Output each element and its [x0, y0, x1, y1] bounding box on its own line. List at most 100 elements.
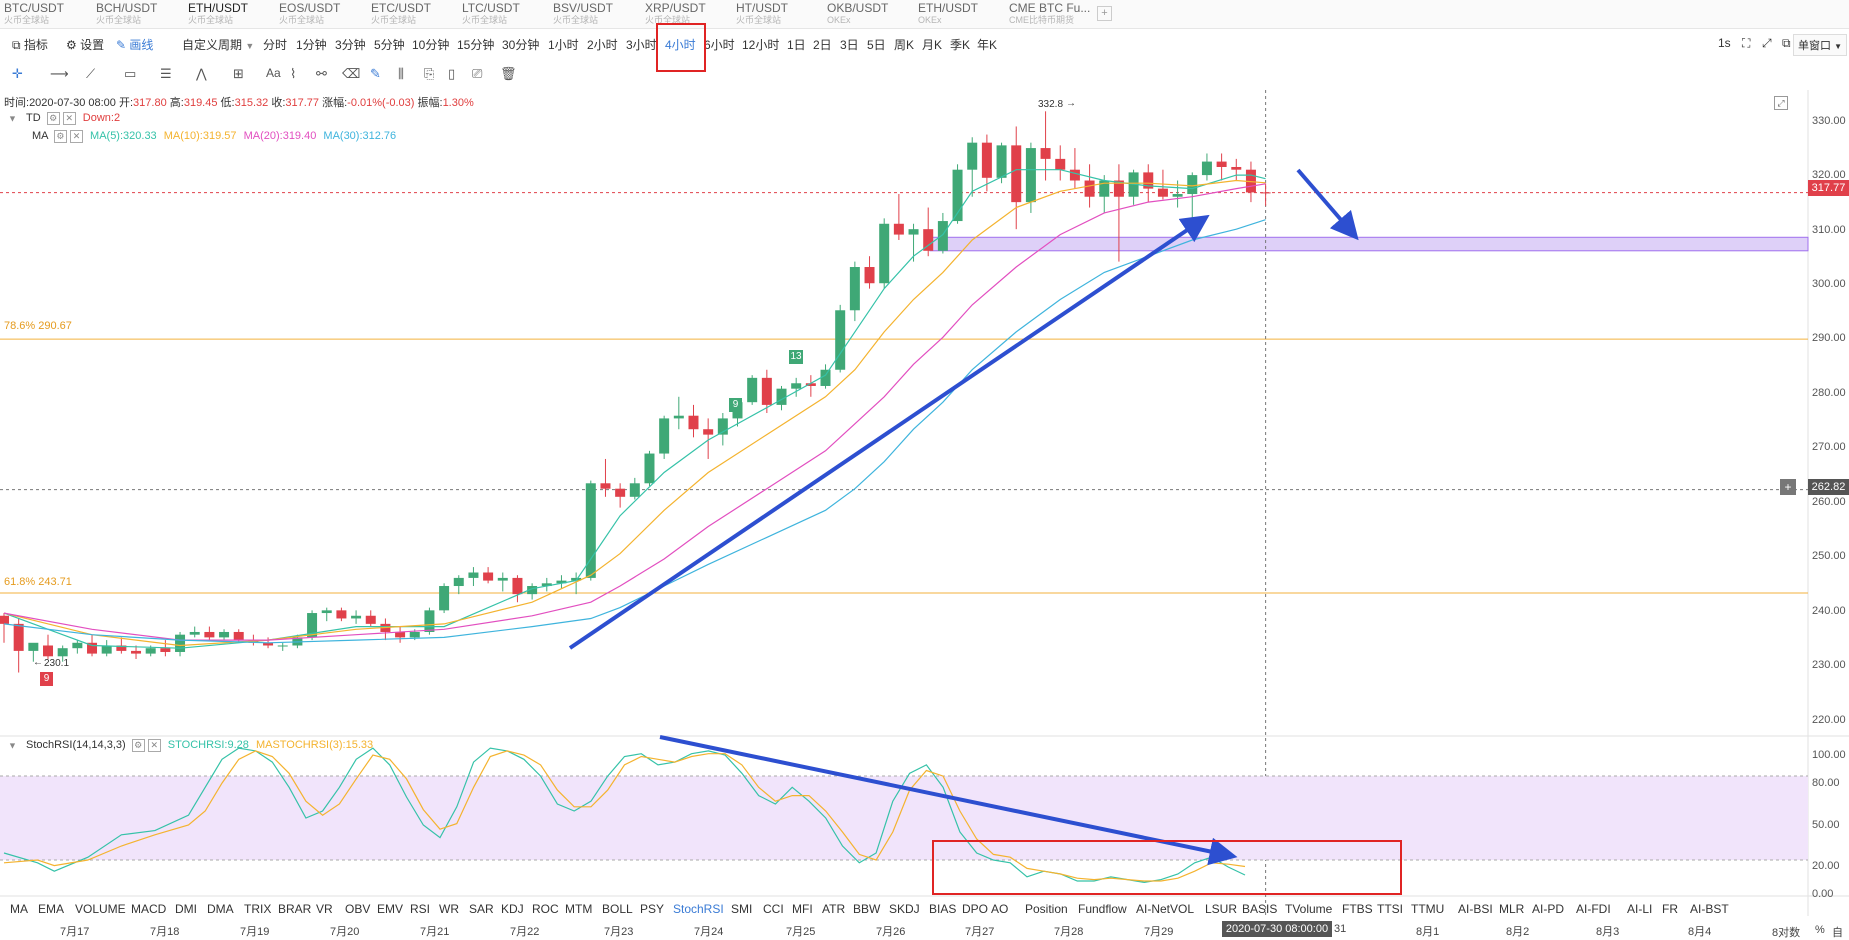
- draw-mode-icon[interactable]: ✎: [370, 66, 381, 81]
- period-12h[interactable]: 12小时: [742, 38, 780, 52]
- indicator-tab-dma[interactable]: DMA: [207, 902, 234, 916]
- expand-icon[interactable]: ⤢: [1762, 36, 1772, 50]
- screenshot-icon[interactable]: ⎚: [472, 66, 483, 81]
- period-30m[interactable]: 30分钟: [502, 38, 540, 52]
- period-fenshi[interactable]: 分时: [263, 38, 288, 52]
- collapse-icon[interactable]: ▼: [8, 740, 17, 751]
- text-tool-icon[interactable]: Aa: [266, 66, 281, 80]
- indicator-tab-ai-bst[interactable]: AI-BST: [1690, 902, 1729, 916]
- tab-eth-usdt[interactable]: ETH/USDT 火币全球站: [188, 2, 278, 26]
- indicator-tab-roc[interactable]: ROC: [532, 902, 559, 916]
- indicator-tab-cci[interactable]: CCI: [763, 902, 784, 916]
- indicator-tab-skdj[interactable]: SKDJ: [889, 902, 920, 916]
- period-1d[interactable]: 1日: [787, 38, 806, 52]
- indicator-tab-basis[interactable]: BASIS: [1242, 902, 1278, 916]
- indicator-tab-tvolume[interactable]: TVolume: [1285, 902, 1333, 916]
- ma-close-icon[interactable]: ✕: [69, 130, 83, 143]
- custom-period-dropdown[interactable]: 自定义周期 ▼: [182, 36, 254, 53]
- indicator-tab-ema[interactable]: EMA: [38, 902, 65, 916]
- indicator-tab-psy[interactable]: PSY: [640, 902, 665, 916]
- indicator-tab-bias[interactable]: BIAS: [929, 902, 957, 916]
- indicator-tab-smi[interactable]: SMI: [731, 902, 753, 916]
- page-icon[interactable]: ▯: [448, 66, 456, 81]
- indicator-tab-fr[interactable]: FR: [1662, 902, 1678, 916]
- indicator-tab-position[interactable]: Position: [1025, 902, 1068, 916]
- add-tab-button[interactable]: +: [1097, 6, 1112, 21]
- indicator-tab-ai-netvol[interactable]: AI-NetVOL: [1136, 902, 1195, 916]
- refresh-interval[interactable]: 1s: [1718, 36, 1731, 50]
- window-mode-dropdown[interactable]: 单窗口 ▼: [1793, 34, 1847, 56]
- td-close-icon[interactable]: ✕: [62, 112, 76, 125]
- period-15m[interactable]: 15分钟: [457, 38, 495, 52]
- settings-button[interactable]: ⚙ 设置: [66, 36, 104, 53]
- rectangle-tool-icon[interactable]: ▭: [124, 66, 137, 81]
- indicator-tab-bbw[interactable]: BBW: [853, 902, 881, 916]
- tab-eos-usdt[interactable]: EOS/USDT 火币全球站: [279, 2, 369, 26]
- indicator-tab-ttmu[interactable]: TTMU: [1411, 902, 1445, 916]
- period-1h[interactable]: 1小时: [548, 38, 579, 52]
- add-level-button[interactable]: +: [1780, 479, 1796, 495]
- fib-tool-icon[interactable]: ☰: [160, 66, 172, 81]
- indicator-button[interactable]: ⧉ 指标: [12, 36, 48, 53]
- indicator-tab-wr[interactable]: WR: [439, 902, 459, 916]
- indicator-tab-ai-fdi[interactable]: AI-FDI: [1576, 902, 1611, 916]
- indicator-tab-mfi[interactable]: MFI: [792, 902, 813, 916]
- copy-icon[interactable]: ⎘: [424, 66, 435, 81]
- period-week[interactable]: 周K: [894, 38, 915, 52]
- measure-tool-icon[interactable]: ⊞: [233, 66, 244, 81]
- indicator-tab-ao[interactable]: AO: [991, 902, 1009, 916]
- indicator-tab-atr[interactable]: ATR: [822, 902, 846, 916]
- indicator-tab-macd[interactable]: MACD: [131, 902, 167, 916]
- period-5d[interactable]: 5日: [867, 38, 886, 52]
- period-3m[interactable]: 3分钟: [335, 38, 366, 52]
- indicator-tab-brar[interactable]: BRAR: [278, 902, 312, 916]
- trendline-tool-icon[interactable]: ⟋: [86, 66, 96, 81]
- draw-button[interactable]: ✎ 画线: [116, 36, 153, 53]
- popout-icon[interactable]: ⧉: [1782, 36, 1791, 50]
- trash-icon[interactable]: 🗑: [500, 66, 517, 81]
- indicator-tab-trix[interactable]: TRIX: [244, 902, 272, 916]
- tab-bch-usdt[interactable]: BCH/USDT 火币全球站: [96, 2, 186, 26]
- line-tool-icon[interactable]: ⟶: [50, 66, 69, 81]
- percent-scale-toggle[interactable]: %: [1815, 924, 1825, 936]
- period-5m[interactable]: 5分钟: [374, 38, 405, 52]
- period-3h[interactable]: 3小时: [626, 38, 657, 52]
- period-month[interactable]: 月K: [922, 38, 943, 52]
- tab-bsv-usdt[interactable]: BSV/USDT 火币全球站: [553, 2, 643, 26]
- crosshair-icon[interactable]: ✛: [12, 66, 23, 81]
- indicator-tab-stochrsi[interactable]: StochRSI: [673, 902, 724, 916]
- tab-eth-usdt-okex[interactable]: ETH/USDT OKEx: [918, 2, 1008, 26]
- period-2h[interactable]: 2小时: [587, 38, 618, 52]
- collapse-icon[interactable]: ▼: [8, 113, 17, 124]
- indicator-tab-mtm[interactable]: MTM: [565, 902, 593, 916]
- period-3d[interactable]: 3日: [840, 38, 859, 52]
- td-settings-icon[interactable]: ⚙: [46, 112, 60, 125]
- indicator-tab-fundflow[interactable]: Fundflow: [1078, 902, 1127, 916]
- indicator-tab-emv[interactable]: EMV: [377, 902, 404, 916]
- tab-ht-usdt[interactable]: HT/USDT 火币全球站: [736, 2, 826, 26]
- indicator-tab-ma[interactable]: MA: [10, 902, 28, 916]
- tab-okb-usdt[interactable]: OKB/USDT OKEx: [827, 2, 917, 26]
- stochrsi-close-icon[interactable]: ✕: [147, 739, 161, 752]
- indicator-tab-obv[interactable]: OBV: [345, 902, 371, 916]
- tab-btc-usdt[interactable]: BTC/USDT 火币全球站: [4, 2, 94, 26]
- indicator-tab-volume[interactable]: VOLUME: [75, 902, 126, 916]
- indicator-tab-dpo[interactable]: DPO: [962, 902, 989, 916]
- period-10m[interactable]: 10分钟: [412, 38, 450, 52]
- indicator-tab-sar[interactable]: SAR: [469, 902, 494, 916]
- indicator-tab-vr[interactable]: VR: [316, 902, 333, 916]
- eraser-icon[interactable]: ⌫: [342, 66, 361, 81]
- ma-settings-icon[interactable]: ⚙: [53, 130, 67, 143]
- period-4h[interactable]: 4小时: [665, 38, 696, 52]
- period-year[interactable]: 年K: [977, 38, 998, 52]
- indicator-tab-ftbs[interactable]: FTBS: [1342, 902, 1373, 916]
- indicator-tab-rsi[interactable]: RSI: [410, 902, 431, 916]
- zoom-icon[interactable]: ⤢: [1774, 96, 1788, 110]
- period-2d[interactable]: 2日: [813, 38, 832, 52]
- indicator-tab-ttsi[interactable]: TTSI: [1377, 902, 1403, 916]
- tab-cme-btc[interactable]: CME BTC Fu... CME比特币期货: [1009, 2, 1099, 26]
- indicator-tab-lsur[interactable]: LSUR: [1205, 902, 1238, 916]
- stochrsi-settings-icon[interactable]: ⚙: [131, 739, 145, 752]
- tab-ltc-usdt[interactable]: LTC/USDT 火币全球站: [462, 2, 552, 26]
